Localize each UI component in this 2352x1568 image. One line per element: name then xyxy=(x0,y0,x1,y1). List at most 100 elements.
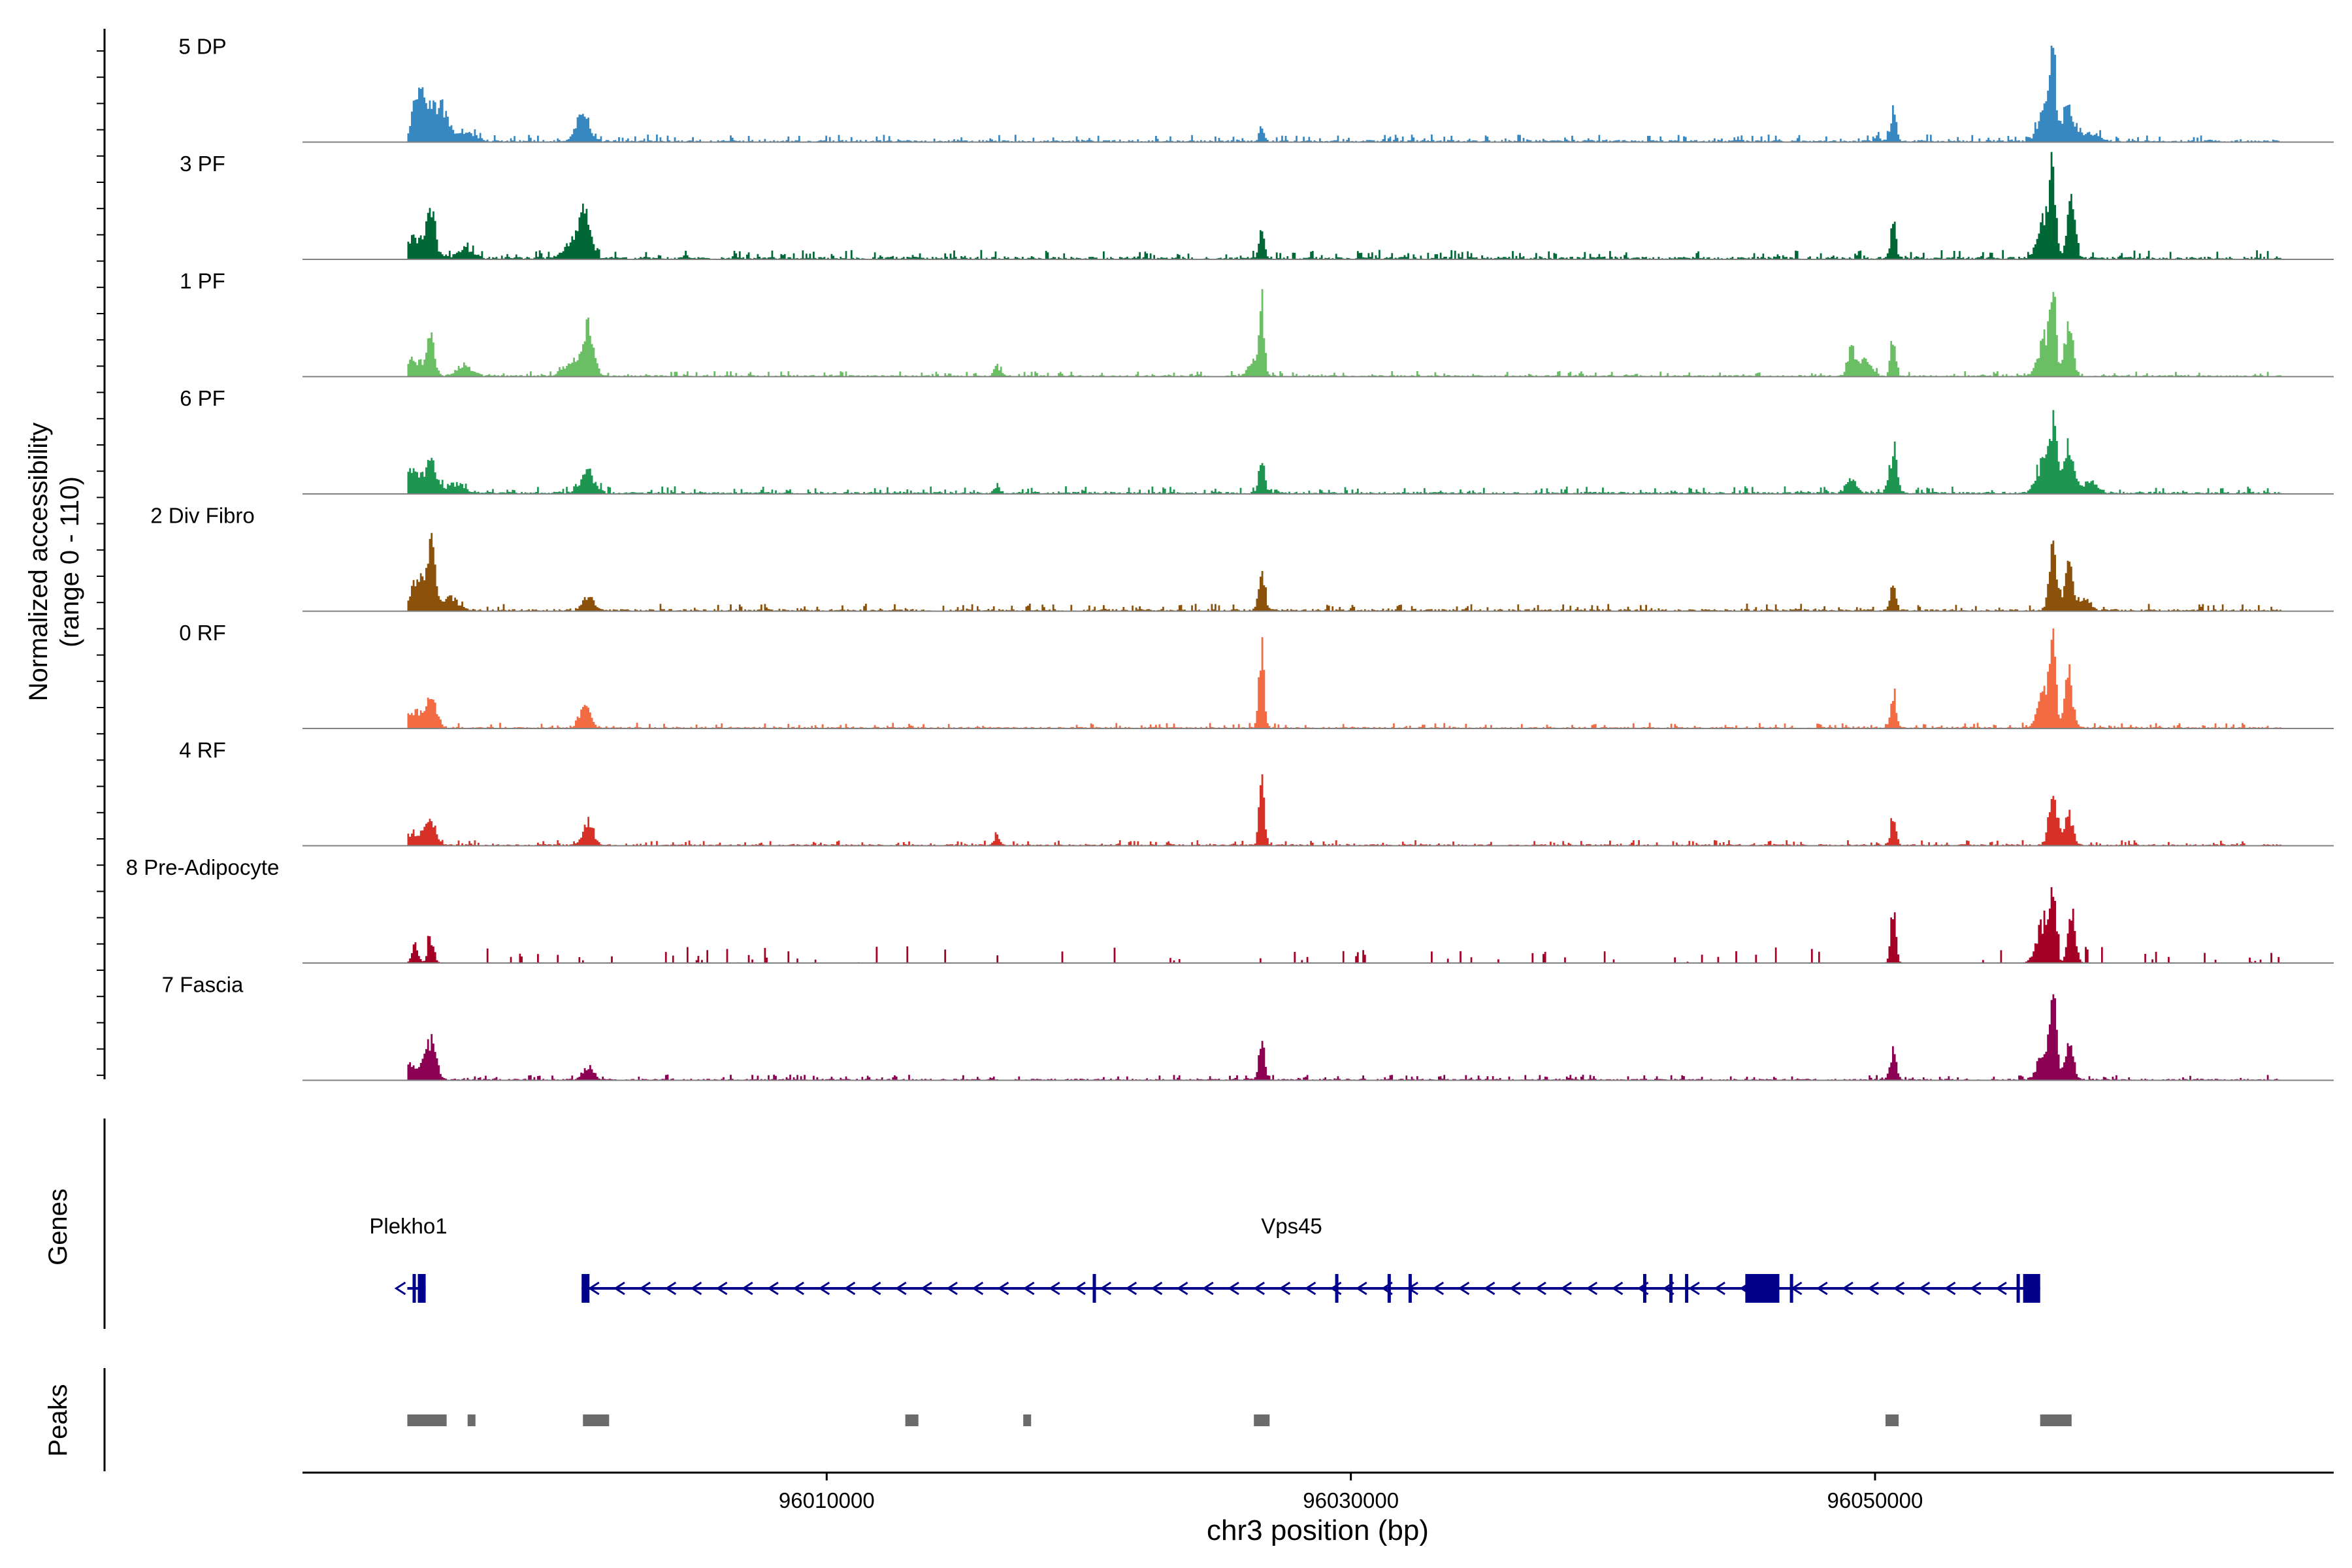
strand-arrow xyxy=(895,1281,907,1296)
strand-arrow xyxy=(818,1281,830,1296)
gene-annotations: Plekho1 Vps45 xyxy=(369,1214,2040,1303)
strand-arrow xyxy=(1458,1281,1470,1296)
strand-arrow xyxy=(1304,1281,1316,1296)
track-label: 1 PF xyxy=(180,269,225,293)
strand-arrow xyxy=(1228,1281,1239,1296)
strand-arrow xyxy=(869,1281,881,1296)
exon xyxy=(1745,1274,1780,1303)
gene-vps45: Vps45 xyxy=(581,1214,2040,1303)
x-axis-ticks: 96010000 96030000 96050000 xyxy=(779,1473,1923,1512)
strand-arrow xyxy=(1074,1281,1086,1296)
gene-label: Vps45 xyxy=(1261,1214,1322,1238)
strand-arrow xyxy=(1560,1281,1572,1296)
strand-arrow xyxy=(1432,1281,1445,1296)
strand-arrow xyxy=(715,1281,728,1296)
coverage-area xyxy=(407,410,2281,494)
exon xyxy=(412,1274,416,1303)
strand-arrow xyxy=(1918,1281,1931,1296)
strand-arrow xyxy=(843,1281,856,1296)
strand-arrow xyxy=(690,1281,702,1296)
strand-arrow xyxy=(1688,1281,1700,1296)
y-axis-label-line1: Normalized accessibility xyxy=(24,423,53,702)
strand-arrow xyxy=(1151,1281,1163,1296)
strand-arrow xyxy=(639,1281,651,1296)
strand-arrow xyxy=(1816,1281,1828,1296)
gene-label: Plekho1 xyxy=(369,1214,447,1238)
strand-arrow xyxy=(1176,1281,1188,1296)
peak-region xyxy=(407,1414,447,1426)
strand-arrow xyxy=(1714,1281,1725,1296)
track-label: 2 Div Fibro xyxy=(150,504,255,528)
coverage-area xyxy=(407,152,2281,259)
exon xyxy=(1685,1274,1689,1303)
exon xyxy=(1408,1274,1412,1303)
x-tick-label: 96030000 xyxy=(1303,1488,1399,1512)
strand-arrow xyxy=(1611,1281,1624,1296)
strand-arrow xyxy=(1100,1281,1111,1296)
strand-arrow xyxy=(1509,1281,1521,1296)
peak-region xyxy=(1023,1414,1032,1426)
strand-arrow xyxy=(1125,1281,1137,1296)
exon xyxy=(1387,1274,1391,1303)
track-label: 7 Fascia xyxy=(162,973,244,997)
strand-arrow xyxy=(972,1281,984,1296)
exon xyxy=(1335,1274,1339,1303)
coverage-area xyxy=(407,994,2281,1081)
exon xyxy=(1642,1274,1646,1303)
peak-region xyxy=(1886,1414,1899,1426)
strand-arrow xyxy=(1893,1281,1905,1296)
track-2-div-fibro: 2 Div Fibro xyxy=(150,504,2334,612)
track-5-dp: 5 DP xyxy=(178,35,2334,143)
strand-arrow xyxy=(1535,1281,1546,1296)
track-3-pf: 3 PF xyxy=(180,152,2334,260)
strand-arrow xyxy=(1842,1281,1854,1296)
peak-region xyxy=(1254,1414,1270,1426)
strand-arrow xyxy=(742,1281,753,1296)
exon xyxy=(2023,1274,2040,1303)
track-label: 0 RF xyxy=(179,621,226,645)
track-6-pf: 6 PF xyxy=(180,386,2334,495)
strand-arrow xyxy=(394,1281,406,1296)
track-8-pre-adipocyte: 8 Pre-Adipocyte xyxy=(126,855,2334,964)
strand-arrow xyxy=(767,1281,779,1296)
track-label: 6 PF xyxy=(180,386,225,410)
coverage-area xyxy=(407,532,2281,612)
strand-arrow xyxy=(1022,1281,1035,1296)
peaks-panel-label: Peaks xyxy=(44,1384,73,1456)
exon xyxy=(1789,1274,1793,1303)
exon xyxy=(417,1274,426,1303)
strand-arrow xyxy=(997,1281,1009,1296)
coverage-area xyxy=(407,289,2281,377)
exon xyxy=(1669,1274,1673,1303)
x-tick-label: 96050000 xyxy=(1827,1488,1923,1512)
genes-panel-label: Genes xyxy=(44,1188,73,1266)
track-label: 5 DP xyxy=(178,35,226,59)
strand-arrow xyxy=(1586,1281,1598,1296)
exon xyxy=(581,1274,590,1303)
strand-arrow xyxy=(588,1281,600,1296)
strand-arrow xyxy=(664,1281,677,1296)
strand-arrow xyxy=(1049,1281,1060,1296)
strand-arrow xyxy=(1944,1281,1956,1296)
exon xyxy=(1092,1274,1096,1303)
y-axis-label-line2: (range 0 - 110) xyxy=(56,476,84,647)
strand-arrow xyxy=(613,1281,625,1296)
coverage-area xyxy=(407,45,2281,142)
peak-region xyxy=(2040,1414,2072,1426)
track-1-pf: 1 PF xyxy=(180,269,2334,378)
coverage-tracks: 5 DP 3 PF 1 PF 6 PF 2 Div Fibro 0 RF 4 RF 8 Pre… xyxy=(126,35,2334,1081)
y-axis-label: Normalized accessibility (range 0 - 110) xyxy=(24,423,84,702)
peak-regions xyxy=(407,1414,2072,1426)
coverage-area xyxy=(407,887,2281,963)
strand-arrow xyxy=(1202,1281,1214,1296)
coverage-area xyxy=(407,628,2281,728)
track-label: 8 Pre-Adipocyte xyxy=(126,855,280,879)
coverage-y-axis xyxy=(97,29,106,1079)
strand-arrow xyxy=(1279,1281,1291,1296)
strand-arrow xyxy=(1253,1281,1265,1296)
track-label: 3 PF xyxy=(180,152,225,176)
strand-arrow xyxy=(946,1281,958,1296)
strand-arrow xyxy=(1970,1281,1982,1296)
gene-plekho1: Plekho1 xyxy=(369,1214,448,1303)
